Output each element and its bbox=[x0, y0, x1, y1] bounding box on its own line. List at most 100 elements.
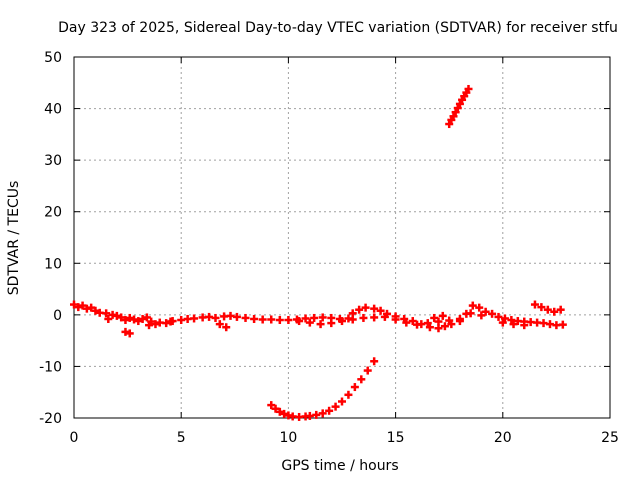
data-point bbox=[434, 317, 443, 326]
data-point bbox=[142, 313, 151, 322]
data-point bbox=[361, 303, 370, 312]
data-point bbox=[318, 313, 327, 322]
data-point bbox=[475, 303, 484, 312]
data-point bbox=[370, 357, 379, 366]
data-point bbox=[338, 397, 346, 406]
data-point bbox=[112, 311, 121, 320]
data-point bbox=[434, 324, 443, 333]
data-points bbox=[70, 84, 567, 421]
data-point bbox=[359, 313, 368, 322]
y-tick-label: 20 bbox=[44, 205, 62, 221]
data-point bbox=[468, 301, 477, 310]
data-point bbox=[430, 313, 439, 322]
y-tick-label: 30 bbox=[44, 153, 62, 169]
data-point bbox=[275, 316, 284, 325]
plot-border bbox=[73, 56, 611, 419]
grid bbox=[74, 57, 610, 418]
data-point bbox=[325, 406, 334, 415]
data-point bbox=[370, 313, 379, 322]
data-point bbox=[453, 104, 462, 113]
data-point bbox=[338, 317, 346, 326]
data-point bbox=[348, 315, 357, 324]
data-point bbox=[305, 318, 314, 327]
y-tick-label: 10 bbox=[44, 256, 62, 272]
data-point bbox=[87, 303, 96, 312]
data-point bbox=[391, 315, 400, 324]
data-point bbox=[104, 314, 113, 323]
data-point bbox=[402, 318, 411, 327]
data-point bbox=[301, 314, 310, 323]
y-tick-label: 40 bbox=[44, 102, 62, 118]
data-point bbox=[138, 314, 147, 323]
data-point bbox=[250, 314, 259, 323]
data-point bbox=[445, 120, 454, 129]
data-point bbox=[550, 307, 559, 316]
data-point bbox=[271, 404, 280, 413]
data-point bbox=[162, 319, 171, 328]
data-point bbox=[477, 311, 486, 320]
y-tick-label: 0 bbox=[53, 308, 62, 324]
data-point bbox=[344, 390, 353, 399]
data-point bbox=[556, 305, 565, 314]
data-point bbox=[318, 409, 327, 418]
data-point bbox=[121, 327, 130, 336]
x-tick-label: 15 bbox=[387, 430, 405, 446]
data-point bbox=[121, 316, 130, 325]
data-point bbox=[232, 312, 241, 321]
x-axis-label: GPS time / hours bbox=[281, 458, 398, 474]
series-lower-arc bbox=[267, 357, 379, 421]
data-point bbox=[380, 312, 389, 321]
data-point bbox=[215, 320, 224, 329]
chart-title: Day 323 of 2025, Sidereal Day-to-day VTE… bbox=[58, 20, 618, 36]
data-point bbox=[70, 300, 78, 309]
data-point bbox=[275, 407, 284, 416]
data-point bbox=[267, 315, 276, 324]
data-point bbox=[413, 320, 422, 329]
data-point bbox=[370, 304, 379, 313]
data-point bbox=[363, 366, 372, 375]
data-point bbox=[280, 409, 289, 418]
data-point bbox=[222, 323, 231, 332]
data-point bbox=[520, 321, 529, 330]
data-point bbox=[537, 303, 546, 312]
data-point bbox=[494, 312, 503, 321]
data-point bbox=[211, 313, 220, 322]
data-point bbox=[438, 311, 447, 320]
data-point bbox=[445, 316, 454, 325]
data-point bbox=[498, 318, 507, 327]
data-point bbox=[316, 320, 325, 329]
data-point bbox=[241, 313, 250, 322]
series-secondary-band bbox=[104, 300, 565, 338]
data-point bbox=[488, 309, 497, 318]
data-point bbox=[355, 305, 364, 314]
x-tick-label: 20 bbox=[494, 430, 512, 446]
data-point bbox=[327, 319, 336, 328]
data-point bbox=[350, 383, 359, 392]
data-point bbox=[481, 307, 490, 316]
data-point bbox=[509, 320, 518, 329]
axis-ticks: 0 5 10 15 20 25 -20 -10 0 10 20 30 40 50 bbox=[39, 50, 619, 446]
data-point bbox=[258, 315, 267, 324]
data-point bbox=[78, 301, 87, 310]
data-point bbox=[130, 315, 139, 324]
data-point bbox=[267, 401, 276, 410]
data-point bbox=[331, 402, 340, 411]
x-tick-label: 25 bbox=[601, 430, 619, 446]
data-point bbox=[310, 313, 319, 322]
data-point bbox=[125, 313, 134, 322]
x-tick-label: 0 bbox=[70, 430, 79, 446]
data-point bbox=[134, 317, 143, 326]
data-point bbox=[408, 317, 417, 326]
data-point bbox=[357, 375, 366, 384]
data-point bbox=[145, 321, 154, 330]
data-point bbox=[190, 314, 199, 323]
data-point bbox=[376, 306, 385, 315]
y-tick-label: 50 bbox=[44, 50, 62, 66]
data-point bbox=[117, 313, 126, 322]
data-point bbox=[451, 108, 460, 117]
x-tick-label: 5 bbox=[177, 430, 186, 446]
data-point bbox=[464, 84, 473, 93]
plot-frame bbox=[73, 56, 611, 419]
data-point bbox=[455, 314, 464, 323]
